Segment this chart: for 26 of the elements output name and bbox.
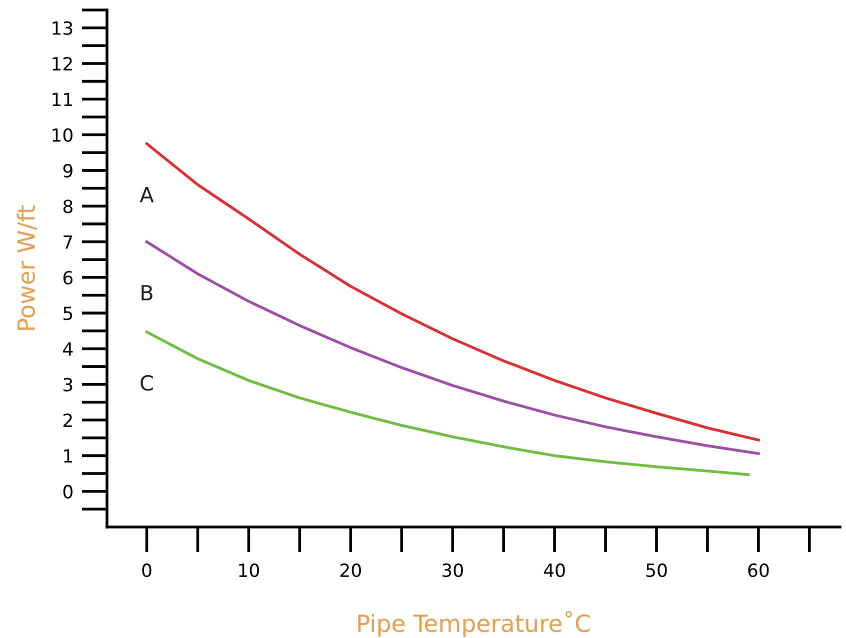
x-tick-label: 60 — [748, 563, 769, 578]
y-tick-label: 5 — [64, 306, 72, 320]
y-tick-label: 12 — [52, 56, 72, 70]
x-tick-label: 0 — [142, 563, 152, 578]
x-tick-label: 20 — [340, 563, 361, 578]
y-tick-label: 9 — [63, 164, 72, 178]
series-label: B — [142, 285, 152, 300]
series-label: C — [140, 375, 153, 391]
x-tick-label: 30 — [442, 563, 463, 578]
y-tick-label: 3 — [64, 378, 72, 392]
y-tick-label: 0 — [63, 484, 72, 498]
y-tick-label: 4 — [63, 342, 73, 356]
x-tick-label: 50 — [646, 563, 667, 578]
y-tick-label: 10 — [52, 128, 72, 142]
x-tick-label: 10 — [239, 563, 259, 578]
series-label: A — [140, 187, 154, 202]
y-tick-label: 1 — [64, 449, 72, 463]
y-tick-label: 6 — [63, 270, 73, 285]
x-tick-label: 40 — [544, 563, 565, 578]
y-tick-label: 7 — [64, 235, 72, 249]
y-tick-label: 11 — [52, 92, 72, 106]
y-tick-label: 13 — [52, 21, 72, 35]
y-tick-label: 8 — [63, 200, 72, 214]
y-axis-title: Power W/ft — [16, 205, 37, 330]
x-axis-title: Pipe Temperature˚C — [358, 611, 590, 637]
y-tick-label: 2 — [64, 413, 72, 427]
